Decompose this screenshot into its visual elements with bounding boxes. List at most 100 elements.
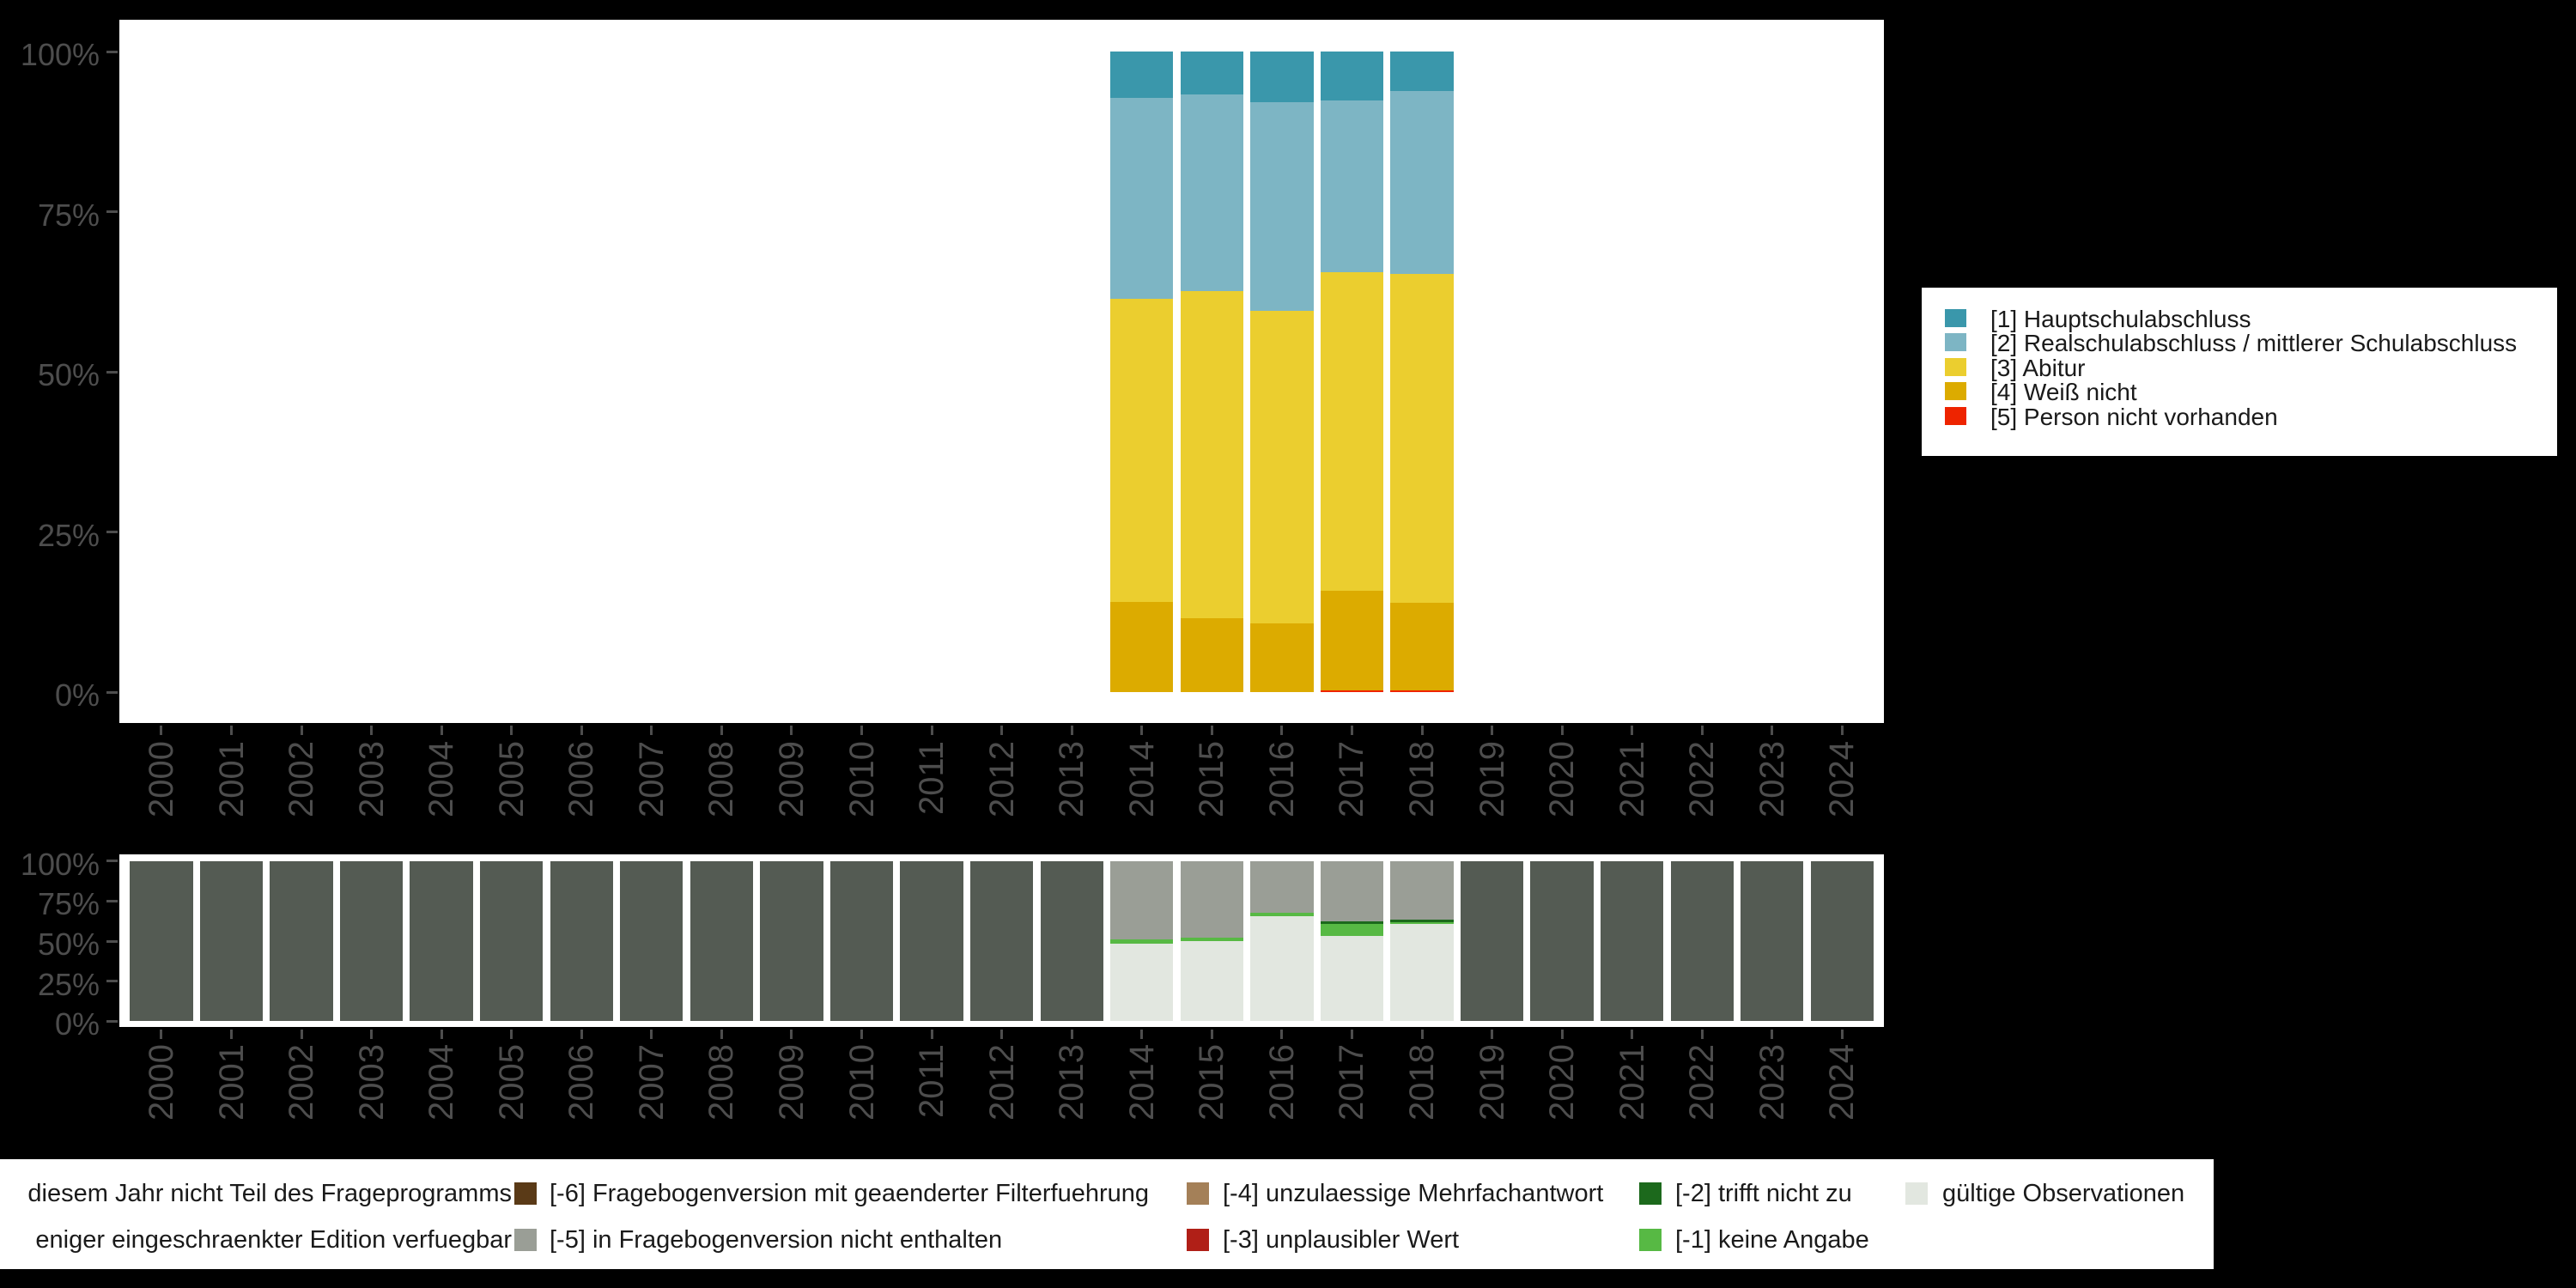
x-axis-tick bbox=[1280, 1030, 1284, 1039]
legend-swatch bbox=[1905, 1182, 1928, 1205]
bar-segment bbox=[1250, 52, 1314, 102]
x-axis-tick bbox=[370, 1030, 374, 1039]
bar-segment bbox=[1110, 601, 1174, 692]
bar-segment bbox=[1390, 602, 1454, 690]
x-axis-tick bbox=[1070, 726, 1073, 735]
legend-swatch bbox=[514, 1229, 537, 1251]
x-tick-label: 2007 bbox=[632, 741, 671, 817]
legend-swatch bbox=[1945, 357, 1966, 376]
x-axis-tick bbox=[1631, 726, 1634, 735]
x-axis-tick bbox=[580, 1030, 583, 1039]
x-axis-tick bbox=[1491, 726, 1493, 735]
bar-no-data bbox=[760, 860, 823, 1022]
x-tick-label: 2020 bbox=[1543, 1044, 1582, 1121]
x-axis-tick bbox=[1631, 1030, 1634, 1039]
x-tick-label: 2012 bbox=[982, 1044, 1021, 1121]
x-tick-label: 2023 bbox=[1753, 741, 1791, 817]
bar-segment bbox=[1320, 52, 1384, 100]
x-axis-tick bbox=[1700, 726, 1704, 735]
bar-segment bbox=[1250, 311, 1314, 624]
bar-no-data bbox=[1810, 860, 1874, 1022]
y-tick-label: 50% bbox=[37, 357, 100, 392]
x-axis-tick bbox=[1000, 1030, 1004, 1039]
legend-label: [-5] in Fragebogenversion nicht enthalte… bbox=[550, 1225, 1003, 1254]
legend-label-truncated: diesem Jahr nicht Teil des Frageprogramm… bbox=[27, 1179, 512, 1207]
legend-swatch bbox=[514, 1182, 537, 1205]
bar-no-data bbox=[410, 860, 473, 1022]
x-tick-label: 2001 bbox=[212, 1044, 251, 1121]
bar-no-data bbox=[1670, 860, 1734, 1022]
bar-segment bbox=[1250, 915, 1314, 1022]
x-axis-tick bbox=[300, 1030, 303, 1039]
x-tick-label: 2014 bbox=[1122, 741, 1161, 817]
x-tick-label: 2010 bbox=[842, 741, 881, 817]
x-tick-label: 2009 bbox=[772, 741, 811, 817]
bar-no-data bbox=[130, 860, 193, 1022]
x-tick-label: 2003 bbox=[352, 741, 391, 817]
bar-segment bbox=[1390, 273, 1454, 603]
x-axis-tick bbox=[510, 726, 513, 735]
x-tick-label: 2005 bbox=[492, 1044, 531, 1121]
bar-segment bbox=[1110, 299, 1174, 602]
y-axis-tick bbox=[106, 531, 118, 533]
legend-swatch bbox=[1639, 1182, 1662, 1205]
x-axis-tick bbox=[1420, 726, 1424, 735]
bar-segment bbox=[1250, 860, 1314, 913]
bar-no-data bbox=[1601, 860, 1664, 1022]
x-axis-tick bbox=[650, 1030, 653, 1039]
bar-segment bbox=[1180, 938, 1243, 941]
x-axis-tick bbox=[1560, 1030, 1564, 1039]
bar-no-data bbox=[550, 860, 613, 1022]
x-tick-label: 2005 bbox=[492, 741, 531, 817]
legend-label: [2] Realschulabschluss / mittlerer Schul… bbox=[1990, 330, 2518, 357]
legend-swatch bbox=[1187, 1229, 1209, 1251]
x-tick-label: 2021 bbox=[1613, 1044, 1651, 1121]
legend-swatch bbox=[1187, 1182, 1209, 1205]
x-axis-tick bbox=[720, 726, 723, 735]
x-axis-tick bbox=[790, 1030, 793, 1039]
x-tick-label: 2021 bbox=[1613, 741, 1651, 817]
y-tick-label: 25% bbox=[37, 966, 100, 1002]
legend-label: [-6] Fragebogenversion mit geaenderter F… bbox=[550, 1179, 1149, 1207]
x-tick-label: 2012 bbox=[982, 741, 1021, 817]
bar-segment bbox=[1390, 52, 1454, 91]
legend-swatch bbox=[1639, 1229, 1662, 1251]
bar-segment bbox=[1320, 860, 1384, 922]
x-tick-label: 2001 bbox=[212, 741, 251, 817]
y-tick-label: 100% bbox=[20, 846, 100, 882]
bar-segment bbox=[1390, 860, 1454, 920]
x-tick-label: 2015 bbox=[1193, 741, 1231, 817]
bar-segment bbox=[1110, 939, 1174, 944]
legend-label-truncated: eniger eingeschraenkter Edition verfuegb… bbox=[35, 1225, 512, 1254]
x-axis-tick bbox=[1350, 1030, 1353, 1039]
x-axis-tick bbox=[230, 1030, 233, 1039]
y-axis-tick bbox=[106, 980, 118, 983]
x-axis-tick bbox=[1771, 1030, 1774, 1039]
x-tick-label: 2023 bbox=[1753, 1044, 1791, 1121]
x-tick-label: 2002 bbox=[283, 1044, 320, 1121]
bar-segment bbox=[1390, 924, 1454, 1022]
x-tick-label: 2019 bbox=[1473, 1044, 1511, 1121]
bar-segment bbox=[1110, 97, 1174, 299]
bar-segment bbox=[1320, 690, 1384, 692]
x-axis-tick bbox=[860, 726, 863, 735]
y-tick-label: 0% bbox=[54, 677, 100, 713]
x-axis-tick bbox=[1280, 726, 1284, 735]
bar-segment bbox=[1390, 690, 1454, 692]
x-tick-label: 2004 bbox=[422, 1044, 461, 1121]
x-axis-tick bbox=[230, 726, 233, 735]
x-tick-label: 2016 bbox=[1262, 1044, 1301, 1121]
x-tick-label: 2015 bbox=[1193, 1044, 1231, 1121]
y-tick-label: 0% bbox=[54, 1006, 100, 1042]
x-tick-label: 2024 bbox=[1823, 741, 1862, 817]
x-tick-label: 2000 bbox=[142, 741, 180, 817]
bar-segment bbox=[1390, 920, 1454, 922]
bar-segment bbox=[1320, 591, 1384, 690]
bar-segment bbox=[1320, 100, 1384, 273]
bar-segment bbox=[1320, 921, 1384, 924]
x-tick-label: 2018 bbox=[1403, 741, 1441, 817]
x-axis-tick bbox=[440, 726, 443, 735]
x-axis-tick bbox=[370, 726, 374, 735]
y-axis-tick bbox=[106, 899, 118, 902]
